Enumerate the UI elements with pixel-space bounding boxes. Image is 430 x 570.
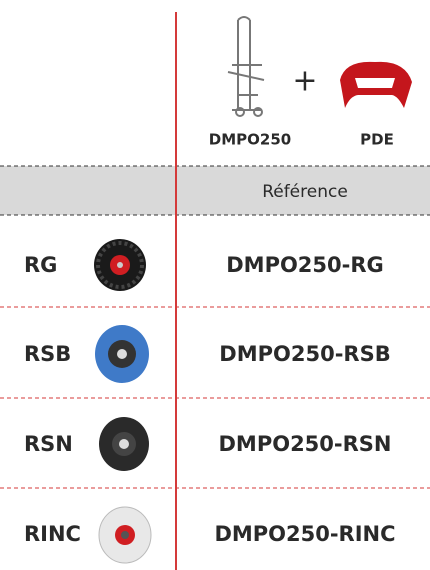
row-code: RINC	[24, 522, 81, 546]
reference: DMPO250-RINC	[214, 522, 395, 546]
row-code: RSN	[24, 432, 73, 456]
row-code: RSB	[24, 342, 71, 366]
row-code: RG	[24, 253, 57, 277]
handle-icon	[340, 61, 412, 108]
reference: DMPO250-RSN	[219, 432, 392, 456]
wheel-icon	[95, 325, 149, 383]
header-band	[0, 166, 430, 215]
wheel-icon	[94, 239, 146, 291]
reference: DMPO250-RG	[226, 253, 384, 277]
wheel-icon	[99, 417, 149, 471]
wheel-icon	[98, 506, 152, 564]
column-header: Référence	[262, 182, 348, 202]
product-label: DMPO250	[209, 131, 291, 149]
reference: DMPO250-RSB	[219, 342, 390, 366]
product-label: PDE	[360, 131, 394, 149]
plus-sign: +	[292, 64, 317, 99]
hand-truck-icon	[227, 16, 265, 117]
